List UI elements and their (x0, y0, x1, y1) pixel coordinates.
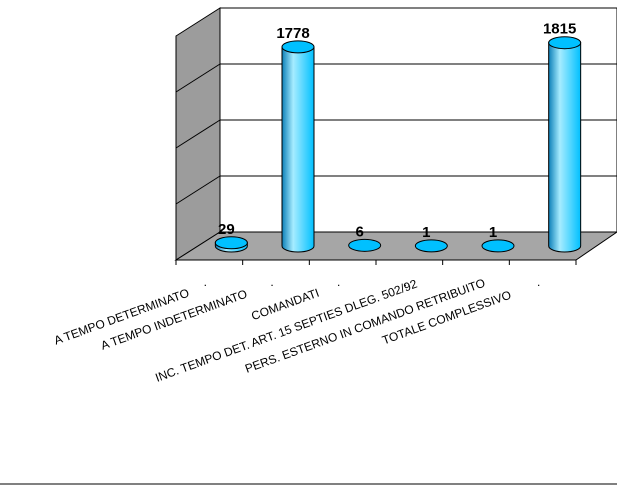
data-label: 1 (422, 224, 430, 241)
bar-top (348, 238, 382, 252)
x-axis-ticks: ...... (175, 260, 577, 289)
data-label: 6 (355, 223, 363, 240)
side-grid-line (175, 119, 221, 149)
bar-top (548, 36, 582, 50)
bar-top (214, 236, 248, 250)
bar-top (481, 239, 515, 253)
side-grid-line (175, 63, 221, 93)
side-grid-line (175, 175, 221, 205)
data-label: 1778 (276, 25, 309, 42)
bar-5 (481, 239, 515, 253)
bar-top (281, 40, 315, 54)
bar-2 (281, 40, 315, 253)
data-label: 1 (489, 224, 497, 241)
bar-6 (548, 36, 582, 253)
bar-body (548, 42, 582, 253)
tick-dot: . (204, 275, 207, 289)
bar-4 (414, 239, 448, 253)
data-label: 1815 (543, 21, 576, 38)
category-label: INC. TEMPO DET. ART. 15 SEPTIES DLEG. 50… (153, 277, 419, 385)
bar-1 (214, 236, 248, 253)
data-label: 29 (218, 221, 235, 238)
bar-top (414, 239, 448, 253)
bar-body (281, 46, 315, 253)
tick-dot: . (404, 275, 407, 289)
tick-dot: . (537, 275, 540, 289)
bar-3 (348, 238, 382, 252)
tick-dot: . (470, 275, 473, 289)
bar-series: 29 1778 6 1 1 1815 (214, 21, 582, 253)
tick-dot: . (270, 275, 273, 289)
tick-dot: . (337, 275, 340, 289)
